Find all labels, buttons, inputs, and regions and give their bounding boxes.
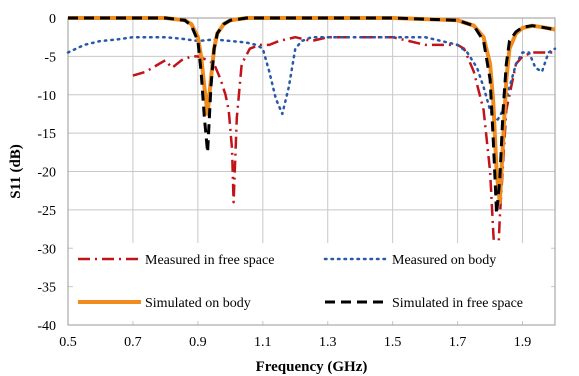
- y-tick-label: -35: [37, 281, 56, 296]
- x-tick-label: 1.3: [319, 335, 337, 350]
- y-axis-title: S11 (dB): [8, 144, 24, 199]
- y-tick-label: -25: [37, 204, 56, 219]
- x-tick-label: 0.9: [189, 335, 207, 350]
- y-tick-label: 0: [49, 12, 56, 27]
- series-line-2: [68, 16, 556, 205]
- x-tick-label: 1.5: [384, 335, 402, 350]
- y-tick-label: -10: [37, 89, 56, 104]
- legend-background: [73, 243, 551, 321]
- series-line-1: [66, 35, 557, 123]
- legend-label: Simulated on body: [145, 296, 251, 311]
- legend-label: Measured on body: [392, 253, 496, 268]
- y-tick-label: -20: [37, 166, 56, 181]
- x-tick-label: 1.9: [514, 335, 532, 350]
- y-tick-label: -15: [37, 127, 56, 142]
- x-tick-labels: 0.5 0.7 0.9 1.1 1.3 1.5 1.7 1.9: [59, 335, 531, 350]
- legend: Measured in free space Measured on body Si…: [73, 243, 551, 321]
- y-tick-label: -30: [37, 242, 56, 257]
- y-tick-labels: 0 -5 -10 -15 -20 -25 -30 -35 -40: [37, 12, 56, 334]
- x-tick-label: 0.7: [124, 335, 142, 350]
- y-tick-label: -40: [37, 319, 56, 334]
- x-tick-label: 1.7: [449, 335, 467, 350]
- x-tick-label: 1.1: [254, 335, 272, 350]
- x-tick-label: 0.5: [59, 335, 77, 350]
- legend-label: Measured in free space: [145, 253, 274, 268]
- y-tick-label: -5: [44, 50, 56, 65]
- legend-label: Simulated in free space: [392, 296, 523, 311]
- series-layer: [66, 16, 557, 292]
- series-line-3: [68, 16, 556, 216]
- x-axis-title: Frequency (GHz): [256, 359, 368, 375]
